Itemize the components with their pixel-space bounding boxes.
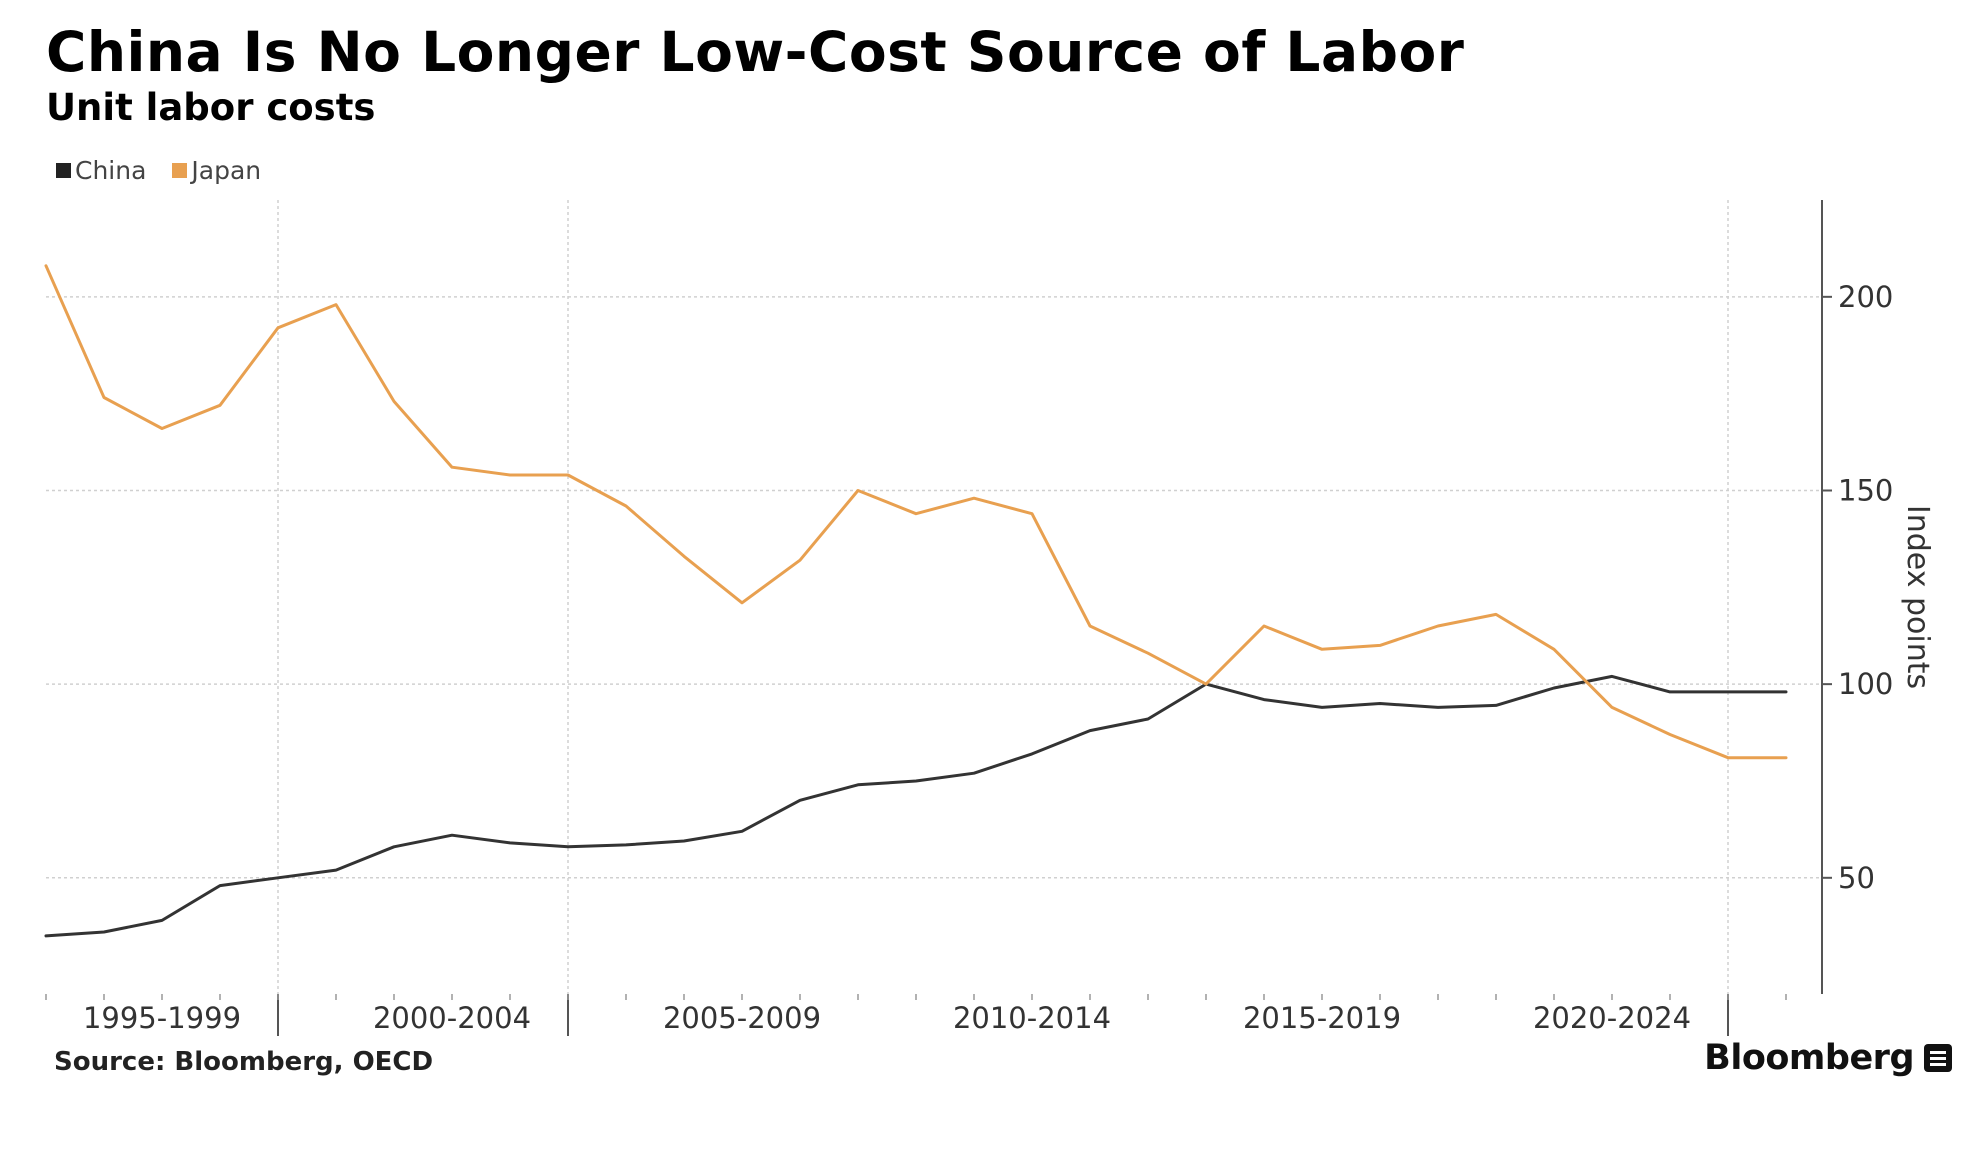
bloomberg-logo: Bloomberg xyxy=(1704,1038,1952,1078)
legend-label-japan: Japan xyxy=(191,156,262,185)
legend-swatch-japan xyxy=(172,163,188,178)
legend-label-china: China xyxy=(75,156,147,185)
x-category-label-3: 2010-2014 xyxy=(953,1001,1111,1035)
terminal-icon xyxy=(1924,1044,1952,1072)
legend-swatch-china xyxy=(56,163,71,178)
x-category-label-5: 2020-2024 xyxy=(1533,1001,1691,1035)
chart-title: China Is No Longer Low-Cost Source of La… xyxy=(46,20,1465,84)
y-tick-label-50: 50 xyxy=(1838,861,1875,895)
y-tick-label-150: 150 xyxy=(1838,473,1893,507)
source-note: Source: Bloomberg, OECD xyxy=(54,1047,434,1077)
x-category-label-4: 2015-2019 xyxy=(1243,1001,1401,1035)
x-category-label-1: 2000-2004 xyxy=(373,1001,531,1035)
chart-subtitle: Unit labor costs xyxy=(46,86,376,129)
x-category-label-2: 2005-2009 xyxy=(663,1001,821,1035)
series-line-china xyxy=(44,674,1788,938)
legend-item-china: China xyxy=(56,156,146,185)
y-tick-label-100: 100 xyxy=(1838,667,1893,701)
y-axis-label: Index points xyxy=(1900,505,1935,689)
series-line-japan xyxy=(44,264,1788,760)
legend-item-japan: Japan xyxy=(172,156,261,185)
x-category-label-0: 1995-1999 xyxy=(83,1001,241,1035)
legend: China Japan xyxy=(56,156,261,185)
brand-label: Bloomberg xyxy=(1704,1038,1914,1078)
y-tick-label-200: 200 xyxy=(1838,280,1893,314)
